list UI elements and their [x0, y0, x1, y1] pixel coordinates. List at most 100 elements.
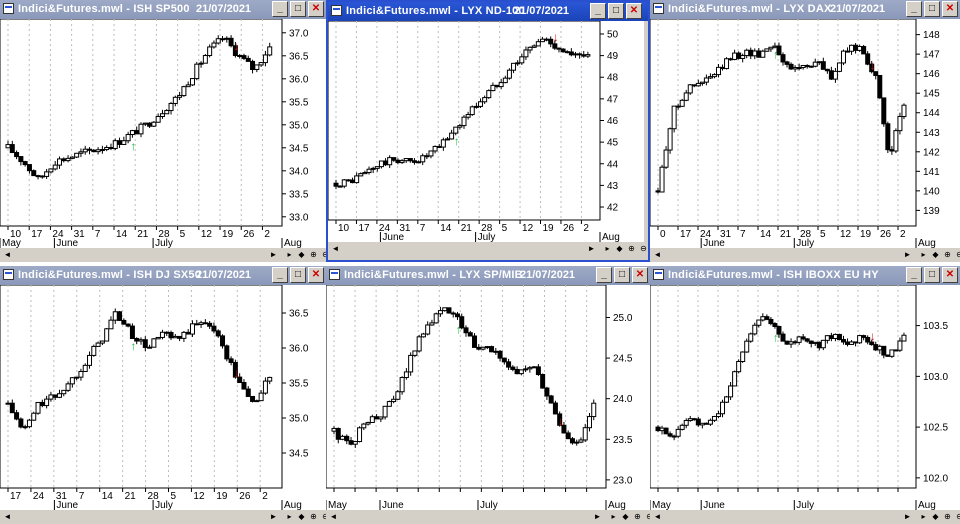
- chart-window-sp500[interactable]: Indici&Futures.mwl - ISH SP500 21/07/2021…: [0, 0, 326, 262]
- chart-window-nd100[interactable]: Indici&Futures.mwl - LYX ND-100 21/07/202…: [326, 0, 650, 262]
- maximize-button[interactable]: □: [924, 267, 940, 283]
- candle-body: [91, 149, 97, 153]
- minimize-button[interactable]: _: [272, 1, 288, 17]
- close-button[interactable]: ✕: [308, 267, 324, 283]
- maximize-button[interactable]: □: [290, 267, 306, 283]
- y-tick-label: 34.5: [289, 143, 309, 154]
- candle: [585, 51, 591, 59]
- title-bar[interactable]: Indici&Futures.mwl - LYX SP/MIB 21/07/202…: [326, 266, 650, 285]
- title-bar[interactable]: Indici&Futures.mwl - ISH IBOXX EU HY _ □ ✕: [650, 266, 960, 285]
- candle-body: [125, 134, 131, 142]
- candle: [586, 412, 592, 432]
- zoom-in-icon[interactable]: ⊕: [944, 250, 951, 259]
- maximize-button[interactable]: □: [608, 3, 624, 19]
- maximize-button[interactable]: □: [290, 1, 306, 17]
- move-tool-icon[interactable]: ◆: [298, 250, 305, 259]
- minimize-button[interactable]: _: [590, 3, 606, 19]
- y-tick-label: 36.0: [289, 74, 309, 85]
- scroll-right-button[interactable]: ►: [593, 512, 602, 521]
- cursor-tool-icon[interactable]: ▸: [605, 244, 610, 253]
- minimize-button[interactable]: _: [596, 267, 612, 283]
- zoom-in-icon[interactable]: ⊕: [634, 512, 641, 521]
- move-tool-icon[interactable]: ◆: [298, 512, 305, 521]
- horizontal-scrollbar[interactable]: ◄►▸◆⊕⊖◄►: [328, 242, 647, 256]
- candle: [237, 373, 243, 384]
- zoom-out-icon[interactable]: ⊖: [640, 244, 647, 253]
- horizontal-scrollbar[interactable]: ◄►▸◆⊕⊖◄►: [650, 510, 960, 524]
- window-date: 21/07/2021: [520, 269, 576, 281]
- scroll-right-button[interactable]: ►: [269, 512, 278, 521]
- candle: [857, 334, 863, 344]
- close-button[interactable]: ✕: [626, 3, 642, 19]
- scroll-right-button[interactable]: ►: [903, 250, 912, 259]
- zoom-out-icon[interactable]: ⊖: [956, 512, 960, 521]
- scroll-left-button[interactable]: ◄: [653, 512, 662, 521]
- candle-body: [142, 339, 148, 348]
- chart-window-icon[interactable]: [329, 269, 340, 280]
- minimize-button[interactable]: _: [906, 267, 922, 283]
- maximize-button[interactable]: □: [924, 1, 940, 17]
- chart-window-icon[interactable]: [653, 269, 664, 280]
- close-button[interactable]: ✕: [308, 1, 324, 17]
- move-tool-icon[interactable]: ◆: [932, 250, 939, 259]
- candle: [490, 82, 496, 92]
- title-bar[interactable]: Indici&Futures.mwl - LYX ND-100 21/07/202…: [328, 2, 648, 21]
- scroll-right-button[interactable]: ►: [587, 244, 596, 253]
- scroll-left-button[interactable]: ◄: [329, 512, 338, 521]
- scroll-left-button[interactable]: ◄: [3, 512, 12, 521]
- chart-window-spmib[interactable]: Indici&Futures.mwl - LYX SP/MIB 21/07/202…: [326, 266, 650, 524]
- candle-body: [502, 77, 508, 84]
- zoom-out-icon[interactable]: ⊖: [956, 250, 960, 259]
- cursor-tool-icon[interactable]: ▸: [287, 250, 292, 259]
- title-bar[interactable]: Indici&Futures.mwl - LYX DAX 21/07/2021 _ □…: [650, 0, 960, 19]
- horizontal-scrollbar[interactable]: ◄►▸◆⊕⊖◄►: [0, 510, 326, 524]
- chart-window-icon[interactable]: [3, 3, 14, 14]
- candle: [897, 112, 903, 135]
- title-bar[interactable]: Indici&Futures.mwl - ISH DJ SX50 21/07/20…: [0, 266, 326, 285]
- zoom-out-icon[interactable]: ⊖: [646, 512, 650, 521]
- title-bar[interactable]: Indici&Futures.mwl - ISH SP500 21/07/2021…: [0, 0, 326, 19]
- minimize-button[interactable]: _: [272, 267, 288, 283]
- zoom-in-icon[interactable]: ⊕: [310, 250, 317, 259]
- chart-window-sx50[interactable]: Indici&Futures.mwl - ISH DJ SX50 21/07/20…: [0, 266, 326, 524]
- move-tool-icon[interactable]: ◆: [616, 244, 623, 253]
- close-button[interactable]: ✕: [942, 1, 958, 17]
- candle-body: [711, 415, 717, 421]
- month-label: Aug: [284, 500, 302, 510]
- horizontal-scrollbar[interactable]: ◄►▸◆⊕⊖◄►: [326, 510, 650, 524]
- chart-window-iboxx[interactable]: Indici&Futures.mwl - ISH IBOXX EU HY _ □ ✕ 1…: [650, 266, 960, 524]
- zoom-in-icon[interactable]: ⊕: [628, 244, 635, 253]
- scroll-left-button[interactable]: ◄: [653, 250, 662, 259]
- zoom-out-icon[interactable]: ⊖: [322, 512, 326, 521]
- horizontal-scrollbar[interactable]: ◄►▸◆⊕⊖◄►: [0, 248, 326, 262]
- cursor-tool-icon[interactable]: ▸: [921, 250, 926, 259]
- chart-window-dax[interactable]: Indici&Futures.mwl - LYX DAX 21/07/2021 _ □…: [650, 0, 960, 262]
- scroll-right-button[interactable]: ►: [269, 250, 278, 259]
- close-button[interactable]: ✕: [632, 267, 648, 283]
- candle-body: [87, 148, 93, 151]
- y-tick-label: 50: [607, 29, 619, 40]
- chart-window-icon[interactable]: [3, 269, 14, 280]
- zoom-in-icon[interactable]: ⊕: [944, 512, 951, 521]
- zoom-in-icon[interactable]: ⊕: [310, 512, 317, 521]
- candle: [667, 127, 673, 154]
- move-tool-icon[interactable]: ◆: [932, 512, 939, 521]
- zoom-out-icon[interactable]: ⊖: [322, 250, 326, 259]
- horizontal-scrollbar[interactable]: ◄►▸◆⊕⊖◄►: [650, 248, 960, 262]
- scroll-left-button[interactable]: ◄: [331, 244, 340, 253]
- cursor-tool-icon[interactable]: ▸: [287, 512, 292, 521]
- candle-body: [574, 441, 580, 444]
- scroll-left-button[interactable]: ◄: [3, 250, 12, 259]
- candle: [667, 431, 673, 438]
- cursor-tool-icon[interactable]: ▸: [921, 512, 926, 521]
- candle: [69, 377, 75, 388]
- scroll-right-button[interactable]: ►: [903, 512, 912, 521]
- chart-window-icon[interactable]: [331, 5, 342, 16]
- cursor-tool-icon[interactable]: ▸: [611, 512, 616, 521]
- minimize-button[interactable]: _: [906, 1, 922, 17]
- move-tool-icon[interactable]: ◆: [622, 512, 629, 521]
- close-button[interactable]: ✕: [942, 267, 958, 283]
- chart-window-icon[interactable]: [653, 3, 664, 14]
- candle-body: [117, 140, 123, 145]
- maximize-button[interactable]: □: [614, 267, 630, 283]
